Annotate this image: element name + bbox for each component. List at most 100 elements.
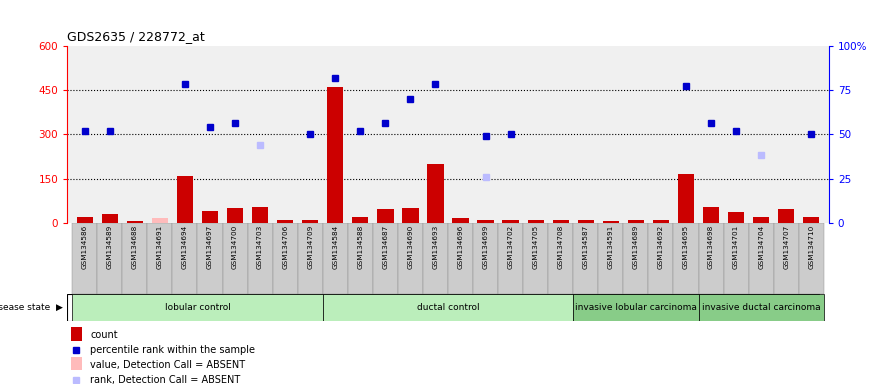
Bar [352,217,368,223]
Bar [773,223,798,294]
Bar [699,223,724,294]
Bar [72,328,82,341]
Text: GSM134587: GSM134587 [582,225,589,269]
Text: GSM134695: GSM134695 [683,225,689,269]
Text: value, Detection Call = ABSENT: value, Detection Call = ABSENT [90,360,246,370]
Text: GSM134687: GSM134687 [383,225,388,269]
Text: percentile rank within the sample: percentile rank within the sample [90,345,255,355]
Bar [76,217,93,223]
Text: GSM134586: GSM134586 [82,225,88,269]
Bar [123,223,147,294]
Bar [599,223,624,294]
Text: GSM134693: GSM134693 [433,225,438,269]
Bar [98,223,123,294]
Bar [402,208,418,223]
Bar [702,207,719,223]
Bar [699,294,823,321]
Bar [653,220,669,223]
Bar [478,220,494,223]
Bar [678,174,694,223]
Bar [573,294,699,321]
Bar [624,223,649,294]
Text: GSM134700: GSM134700 [232,225,238,269]
Bar [197,223,222,294]
Bar [126,221,143,223]
Text: GSM134706: GSM134706 [282,225,289,269]
Bar [427,164,444,223]
Bar [202,211,218,223]
Bar [523,223,548,294]
Bar [348,223,373,294]
Bar [728,212,745,223]
Bar [302,220,318,223]
Text: count: count [90,330,118,340]
Bar [573,223,599,294]
Bar [448,223,473,294]
Bar [649,223,674,294]
Bar [272,223,297,294]
Text: GSM134691: GSM134691 [157,225,163,269]
Text: GSM134688: GSM134688 [132,225,138,269]
Bar [227,208,243,223]
Bar [503,220,519,223]
Bar [603,221,619,223]
Text: disease state  ▶: disease state ▶ [0,303,63,312]
Text: GSM134704: GSM134704 [758,225,764,269]
Bar [749,223,773,294]
Bar [553,220,569,223]
Bar [151,218,168,223]
Bar [778,210,795,223]
Text: GSM134701: GSM134701 [733,225,739,269]
Bar [222,223,247,294]
Bar [377,210,393,223]
Text: GSM134591: GSM134591 [607,225,614,269]
Bar [798,223,823,294]
Text: GDS2635 / 228772_at: GDS2635 / 228772_at [67,30,205,43]
Text: GSM134707: GSM134707 [783,225,789,269]
Bar [297,223,323,294]
Text: GSM134588: GSM134588 [358,225,363,269]
Text: invasive lobular carcinoma: invasive lobular carcinoma [575,303,697,312]
Bar [753,217,770,223]
Text: GSM134689: GSM134689 [633,225,639,269]
Bar [323,223,348,294]
Text: GSM134699: GSM134699 [483,225,488,269]
Text: GSM134708: GSM134708 [557,225,564,269]
Bar [72,357,82,370]
Bar [628,220,644,223]
Text: ductal control: ductal control [417,303,479,312]
Text: lobular control: lobular control [165,303,230,312]
Bar [373,223,398,294]
Bar [73,223,98,294]
Text: GSM134705: GSM134705 [533,225,538,269]
Bar [172,223,197,294]
Text: GSM134696: GSM134696 [458,225,463,269]
Text: GSM134710: GSM134710 [808,225,814,269]
Bar [177,175,194,223]
Bar [252,207,268,223]
Bar [277,220,293,223]
Text: invasive ductal carcinoma: invasive ductal carcinoma [702,303,821,312]
Bar [528,220,544,223]
Text: GSM134697: GSM134697 [207,225,213,269]
Bar [674,223,699,294]
Bar [578,220,594,223]
Text: GSM134703: GSM134703 [257,225,263,269]
Text: GSM134709: GSM134709 [307,225,314,269]
Text: GSM134584: GSM134584 [332,225,339,269]
Text: GSM134690: GSM134690 [408,225,413,269]
Bar [473,223,498,294]
Text: GSM134702: GSM134702 [508,225,513,269]
Bar [73,294,323,321]
Bar [327,87,343,223]
Bar [147,223,172,294]
Bar [423,223,448,294]
Bar [498,223,523,294]
Bar [247,223,272,294]
Bar [101,214,118,223]
Text: rank, Detection Call = ABSENT: rank, Detection Call = ABSENT [90,375,240,384]
Text: GSM134692: GSM134692 [658,225,664,269]
Text: GSM134698: GSM134698 [708,225,714,269]
Bar [803,217,820,223]
Bar [323,294,573,321]
